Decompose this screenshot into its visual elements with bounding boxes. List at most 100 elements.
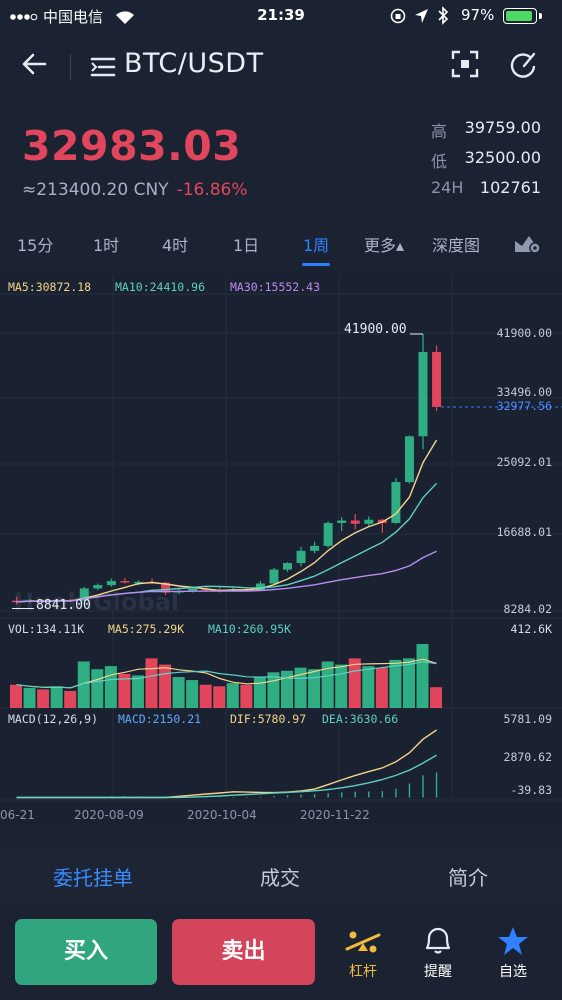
nav-divider bbox=[70, 54, 71, 80]
volume-bars-group bbox=[10, 644, 443, 708]
price-subline: ≈213400.20 CNY -16.86% bbox=[22, 180, 248, 200]
leverage-button[interactable]: 杠杆 bbox=[333, 923, 393, 981]
volume-bar bbox=[50, 686, 63, 708]
volume-bar bbox=[186, 680, 199, 708]
tab-4h[interactable]: 4时 bbox=[162, 236, 189, 255]
tab-intro[interactable]: 简介 bbox=[448, 866, 488, 890]
alert-label: 提醒 bbox=[424, 964, 452, 980]
location-icon bbox=[415, 9, 428, 23]
nav-bar: BTC/USDT bbox=[0, 34, 562, 96]
volume-bar bbox=[64, 690, 77, 708]
tab-order-book[interactable]: 委托挂单 bbox=[53, 866, 133, 890]
dif-line bbox=[16, 729, 437, 799]
stat-24h-value: 102761 bbox=[479, 178, 541, 197]
volume-bar bbox=[213, 686, 226, 708]
tab-depth-chart[interactable]: 深度图 bbox=[432, 236, 481, 255]
ma5-line bbox=[16, 439, 438, 603]
leverage-label: 杠杆 bbox=[349, 964, 377, 980]
volume-bar bbox=[281, 670, 293, 708]
candle-body bbox=[106, 581, 116, 586]
tab-1d[interactable]: 1日 bbox=[233, 236, 260, 255]
date-label-0: 06-21 bbox=[0, 808, 35, 822]
candle-body bbox=[120, 581, 130, 583]
ma30-line bbox=[16, 550, 437, 603]
candle-body bbox=[350, 520, 360, 524]
macd-tick-0: 5781.09 bbox=[503, 712, 552, 726]
back-arrow-icon[interactable] bbox=[20, 50, 48, 78]
volume-bar bbox=[402, 658, 415, 708]
volume-bar bbox=[430, 687, 443, 708]
wifi-icon bbox=[115, 11, 134, 24]
volume-bar bbox=[172, 676, 185, 708]
volume-bar bbox=[145, 658, 158, 708]
macd-tick-1: 2870.62 bbox=[503, 750, 552, 764]
kline-chart[interactable]: HuobiGlobal MA5:30872.18 MA10:24410.96 M… bbox=[0, 268, 562, 828]
battery-percent: 97% bbox=[461, 6, 495, 24]
orientation-lock-icon bbox=[390, 8, 406, 24]
buy-button[interactable]: 买入 bbox=[15, 919, 157, 985]
volume-bar bbox=[308, 669, 321, 708]
volume-bar bbox=[226, 683, 239, 708]
price-markers-group bbox=[12, 333, 562, 609]
carrier-name: 中国电信 bbox=[43, 8, 104, 26]
volume-bar bbox=[131, 675, 144, 708]
legend-ma5: MA5:30872.18 bbox=[8, 280, 92, 294]
volume-bar bbox=[91, 669, 104, 708]
pair-title[interactable]: BTC/USDT bbox=[124, 48, 264, 79]
volume-bar bbox=[37, 689, 50, 708]
legend-vol: VOL:134.11K bbox=[8, 622, 85, 636]
tab-1w[interactable]: 1周 bbox=[301, 232, 331, 266]
candle-body bbox=[93, 585, 103, 589]
candles-group bbox=[12, 334, 442, 605]
dea-line bbox=[16, 754, 437, 799]
volume-bar bbox=[375, 667, 388, 708]
menu-list-icon[interactable] bbox=[90, 56, 116, 78]
candle-body bbox=[133, 581, 143, 584]
volume-bar bbox=[321, 661, 334, 708]
favorite-button[interactable]: 自选 bbox=[483, 923, 543, 981]
tab-1h[interactable]: 1时 bbox=[93, 236, 120, 255]
candle-body bbox=[255, 583, 265, 591]
last-price: 32983.03 bbox=[22, 122, 242, 170]
candle-body bbox=[283, 563, 292, 570]
battery-icon bbox=[503, 8, 537, 24]
stat-low-label: 低 bbox=[431, 152, 448, 171]
volume-bar bbox=[253, 676, 266, 708]
volume-bar bbox=[348, 658, 361, 708]
volume-ma10-line bbox=[16, 661, 437, 689]
ma10-line bbox=[16, 482, 438, 603]
volume-bar bbox=[389, 659, 402, 708]
chart-settings-icon[interactable] bbox=[514, 232, 542, 254]
status-bar: 中国电信 21:39 97% bbox=[0, 0, 562, 32]
volume-bar bbox=[77, 661, 90, 708]
sell-button[interactable]: 卖出 bbox=[172, 919, 315, 985]
volume-bar bbox=[23, 687, 36, 708]
price-tick-0: 41900.00 bbox=[496, 326, 552, 340]
watermark-logo: HuobiGlobal bbox=[14, 588, 179, 616]
stat-high-label: 高 bbox=[431, 122, 448, 141]
tab-trades[interactable]: 成交 bbox=[260, 866, 300, 890]
legend-ma10: MA10:24410.96 bbox=[115, 280, 206, 294]
candle-body bbox=[323, 522, 333, 546]
leverage-icon bbox=[345, 931, 381, 953]
signal-icon bbox=[10, 13, 38, 21]
legend-dea: DEA:3630.66 bbox=[322, 712, 399, 726]
volume-bar bbox=[416, 644, 429, 708]
cny-equivalent: ≈213400.20 CNY bbox=[22, 180, 169, 200]
volume-bar bbox=[362, 666, 375, 708]
date-axis: 06-21 2020-08-09 2020-10-04 2020-11-22 bbox=[0, 806, 562, 826]
tab-15m[interactable]: 15分 bbox=[17, 236, 54, 255]
tab-more[interactable]: 更多▴ bbox=[364, 236, 405, 255]
volume-bar bbox=[199, 684, 212, 708]
current-price-label: 32977.56 bbox=[496, 399, 552, 413]
ma-lines-group bbox=[16, 439, 438, 603]
fullscreen-icon[interactable] bbox=[451, 50, 479, 78]
favorite-label: 自选 bbox=[499, 964, 527, 980]
alert-button[interactable]: 提醒 bbox=[408, 923, 468, 981]
bluetooth-icon bbox=[438, 6, 449, 25]
candle-body bbox=[404, 436, 414, 483]
volume-bar bbox=[240, 684, 253, 708]
clock: 21:39 bbox=[257, 6, 305, 24]
candle-body bbox=[364, 519, 374, 524]
refresh-icon[interactable] bbox=[508, 50, 538, 80]
